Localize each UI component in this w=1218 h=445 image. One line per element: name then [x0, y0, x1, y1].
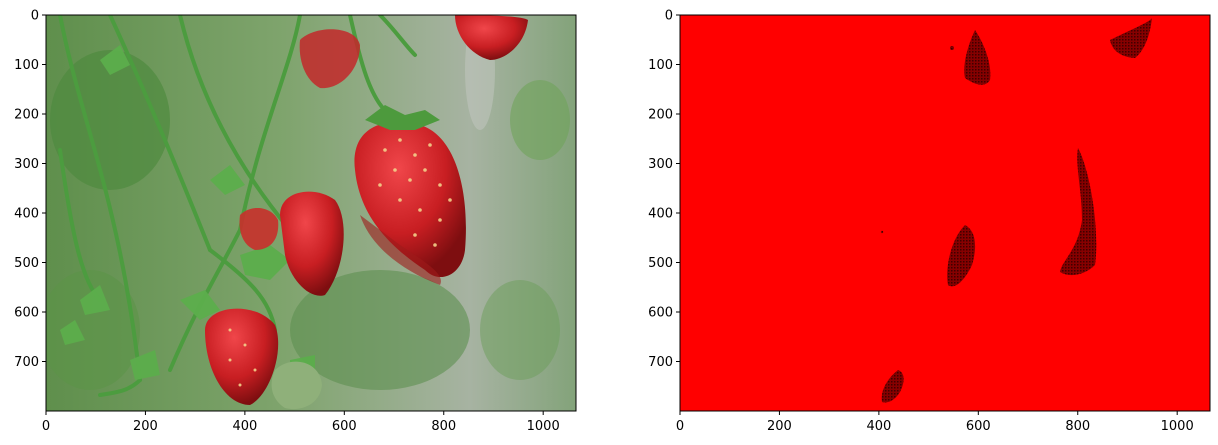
- red-mask: [680, 15, 1210, 411]
- y-tick-label: 300: [14, 157, 39, 172]
- x-axis-ticks: 0 200 400 600 800 1000: [676, 411, 1194, 434]
- y-tick-label: 500: [14, 256, 39, 271]
- y-tick-label: 600: [648, 306, 673, 321]
- strawberry-photo: [46, 15, 576, 411]
- x-tick-label: 0: [42, 419, 50, 434]
- y-tick-label: 400: [14, 207, 39, 222]
- x-axis-ticks: 0 200 400 600 800 1000: [42, 411, 560, 434]
- y-tick-label: 100: [14, 58, 39, 73]
- y-tick-label: 700: [14, 355, 39, 370]
- y-tick-label: 400: [648, 207, 673, 222]
- axes-mask: 0 200 400 600 800 1000 0 100 200 300 400 500 600 700: [648, 9, 1211, 434]
- y-tick-label: 600: [14, 306, 39, 321]
- x-tick-label: 800: [431, 419, 456, 434]
- x-tick-label: 0: [676, 419, 684, 434]
- y-tick-label: 700: [648, 355, 673, 370]
- strawberry-low: [205, 308, 279, 405]
- x-tick-label: 200: [133, 419, 158, 434]
- y-tick-label: 300: [648, 157, 673, 172]
- x-tick-label: 200: [767, 419, 792, 434]
- x-tick-label: 400: [866, 419, 891, 434]
- x-tick-label: 800: [1065, 419, 1090, 434]
- y-tick-label: 200: [14, 108, 39, 123]
- x-tick-label: 1000: [1161, 419, 1194, 434]
- x-tick-label: 600: [966, 419, 991, 434]
- strawberry-mid: [280, 191, 344, 296]
- y-tick-label: 0: [665, 9, 673, 24]
- y-axis-ticks: 0 100 200 300 400 500 600 700: [648, 9, 680, 370]
- y-tick-label: 200: [648, 108, 673, 123]
- y-tick-label: 100: [648, 58, 673, 73]
- y-tick-label: 0: [31, 9, 39, 24]
- x-tick-label: 1000: [527, 419, 560, 434]
- x-tick-label: 600: [332, 419, 357, 434]
- x-tick-label: 400: [232, 419, 257, 434]
- y-tick-label: 500: [648, 256, 673, 271]
- axes-photo: 0 200 400 600 800 1000 0 100 200 300 400 500 600 700: [14, 9, 577, 434]
- y-axis-ticks: 0 100 200 300 400 500 600 700: [14, 9, 46, 370]
- strawberry-top: [455, 15, 528, 60]
- strawberry-main: [354, 105, 466, 285]
